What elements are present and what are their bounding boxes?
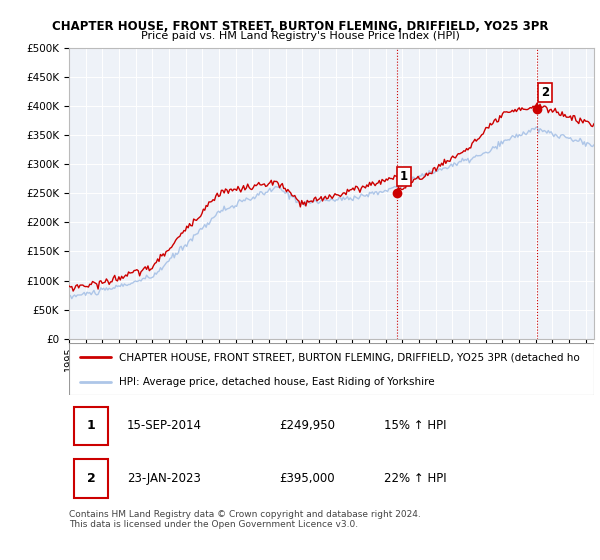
Text: HPI: Average price, detached house, East Riding of Yorkshire: HPI: Average price, detached house, East… — [119, 377, 434, 387]
Text: CHAPTER HOUSE, FRONT STREET, BURTON FLEMING, DRIFFIELD, YO25 3PR: CHAPTER HOUSE, FRONT STREET, BURTON FLEM… — [52, 20, 548, 32]
Text: £249,950: £249,950 — [279, 419, 335, 432]
Text: 1: 1 — [87, 419, 95, 432]
Text: Contains HM Land Registry data © Crown copyright and database right 2024.
This d: Contains HM Land Registry data © Crown c… — [69, 510, 421, 529]
Text: 2: 2 — [541, 86, 549, 99]
Text: 1: 1 — [400, 170, 408, 184]
FancyBboxPatch shape — [74, 459, 109, 498]
Text: 15-SEP-2014: 15-SEP-2014 — [127, 419, 202, 432]
FancyBboxPatch shape — [69, 343, 594, 395]
Text: £395,000: £395,000 — [279, 472, 335, 485]
Text: 15% ↑ HPI: 15% ↑ HPI — [384, 419, 446, 432]
Text: CHAPTER HOUSE, FRONT STREET, BURTON FLEMING, DRIFFIELD, YO25 3PR (detached ho: CHAPTER HOUSE, FRONT STREET, BURTON FLEM… — [119, 352, 580, 362]
Text: Price paid vs. HM Land Registry's House Price Index (HPI): Price paid vs. HM Land Registry's House … — [140, 31, 460, 41]
Text: 23-JAN-2023: 23-JAN-2023 — [127, 472, 200, 485]
Text: 2: 2 — [87, 472, 95, 485]
Text: 22% ↑ HPI: 22% ↑ HPI — [384, 472, 446, 485]
FancyBboxPatch shape — [74, 407, 109, 445]
